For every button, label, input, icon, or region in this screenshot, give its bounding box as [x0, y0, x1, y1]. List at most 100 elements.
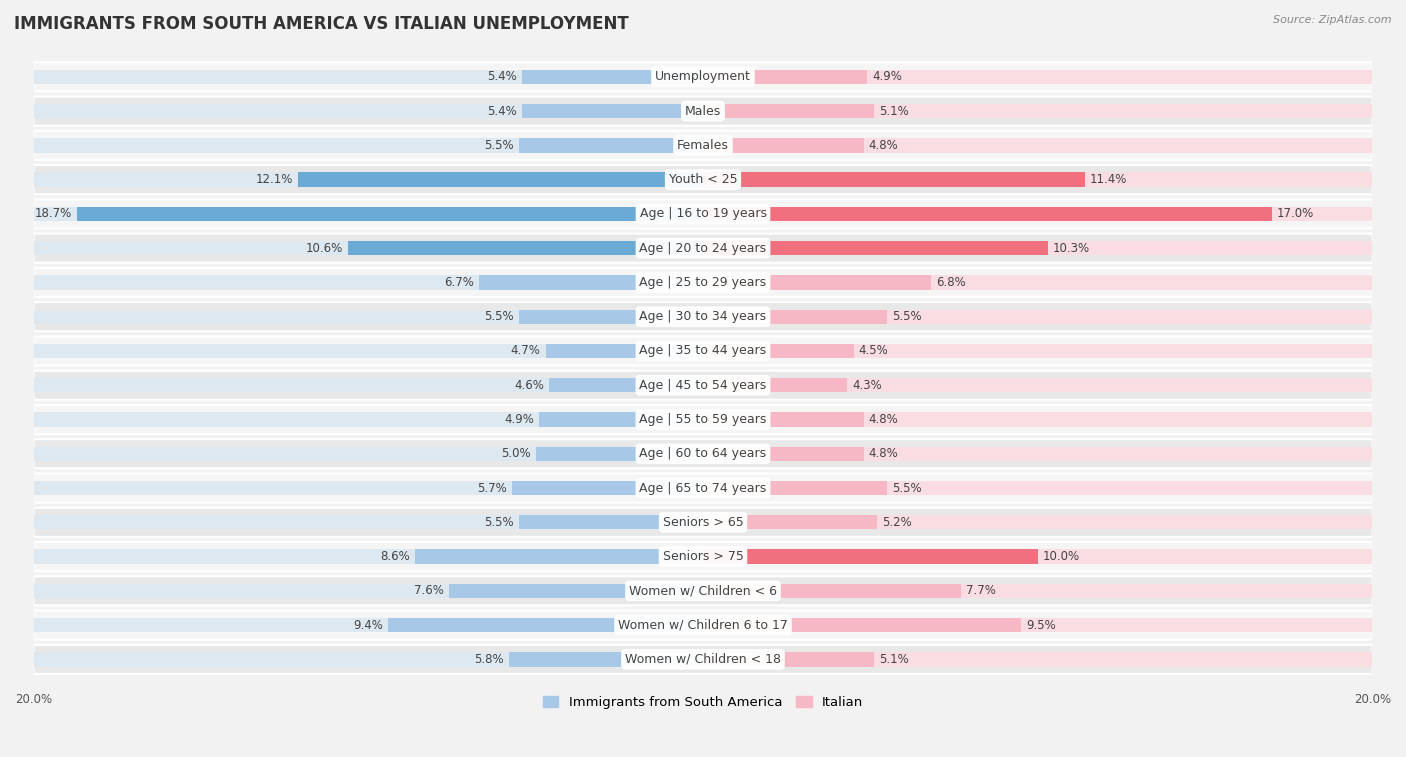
Bar [703, 413, 863, 427]
Bar [34, 276, 703, 290]
FancyBboxPatch shape [34, 234, 1372, 263]
Text: IMMIGRANTS FROM SOUTH AMERICA VS ITALIAN UNEMPLOYMENT: IMMIGRANTS FROM SOUTH AMERICA VS ITALIAN… [14, 15, 628, 33]
FancyBboxPatch shape [34, 165, 1372, 195]
Text: Women w/ Children < 6: Women w/ Children < 6 [628, 584, 778, 597]
Bar [703, 550, 1038, 564]
Bar [703, 139, 1372, 153]
Text: Age | 25 to 29 years: Age | 25 to 29 years [640, 276, 766, 289]
Bar [703, 104, 1372, 118]
Text: 9.5%: 9.5% [1026, 618, 1056, 631]
Bar [509, 653, 703, 667]
FancyBboxPatch shape [34, 371, 1372, 400]
FancyBboxPatch shape [34, 62, 1372, 92]
Text: Age | 55 to 59 years: Age | 55 to 59 years [640, 413, 766, 426]
Bar [703, 310, 1372, 324]
FancyBboxPatch shape [34, 199, 1372, 229]
FancyBboxPatch shape [34, 645, 1372, 674]
Bar [519, 139, 703, 153]
FancyBboxPatch shape [34, 542, 1372, 571]
FancyBboxPatch shape [34, 268, 1372, 297]
Text: Age | 65 to 74 years: Age | 65 to 74 years [640, 481, 766, 494]
Text: 5.7%: 5.7% [478, 481, 508, 494]
Text: 5.5%: 5.5% [484, 516, 513, 529]
Text: 5.4%: 5.4% [488, 104, 517, 117]
Bar [34, 618, 703, 632]
Text: Youth < 25: Youth < 25 [669, 173, 737, 186]
Text: Unemployment: Unemployment [655, 70, 751, 83]
Bar [703, 207, 1272, 221]
Text: 5.5%: 5.5% [893, 481, 922, 494]
Bar [34, 344, 703, 358]
Bar [512, 481, 703, 495]
Text: 8.6%: 8.6% [381, 550, 411, 563]
Bar [703, 276, 931, 290]
FancyBboxPatch shape [34, 508, 1372, 537]
Bar [703, 481, 887, 495]
Bar [34, 139, 703, 153]
Text: 4.8%: 4.8% [869, 413, 898, 426]
Text: 5.2%: 5.2% [882, 516, 912, 529]
Bar [449, 584, 703, 598]
Text: 18.7%: 18.7% [35, 207, 72, 220]
Bar [703, 344, 853, 358]
Text: 5.1%: 5.1% [879, 653, 908, 666]
Text: Age | 30 to 34 years: Age | 30 to 34 years [640, 310, 766, 323]
Bar [519, 310, 703, 324]
Bar [703, 447, 863, 461]
Text: 4.7%: 4.7% [510, 344, 541, 357]
Bar [703, 618, 1372, 632]
Text: 6.7%: 6.7% [444, 276, 474, 289]
FancyBboxPatch shape [34, 473, 1372, 503]
Text: 5.4%: 5.4% [488, 70, 517, 83]
Text: 5.0%: 5.0% [501, 447, 530, 460]
Bar [349, 241, 703, 255]
FancyBboxPatch shape [34, 302, 1372, 332]
Bar [703, 104, 873, 118]
Text: 4.9%: 4.9% [872, 70, 901, 83]
FancyBboxPatch shape [34, 131, 1372, 160]
Text: 4.9%: 4.9% [505, 413, 534, 426]
Bar [703, 515, 877, 529]
Bar [703, 207, 1372, 221]
Text: Age | 20 to 24 years: Age | 20 to 24 years [640, 241, 766, 254]
Bar [703, 618, 1021, 632]
Text: 7.7%: 7.7% [966, 584, 995, 597]
Legend: Immigrants from South America, Italian: Immigrants from South America, Italian [537, 691, 869, 715]
Bar [703, 344, 1372, 358]
Bar [703, 241, 1047, 255]
Bar [703, 310, 887, 324]
Bar [703, 276, 1372, 290]
Text: 9.4%: 9.4% [353, 618, 384, 631]
Text: 4.8%: 4.8% [869, 139, 898, 152]
Bar [34, 584, 703, 598]
Bar [703, 653, 873, 667]
Bar [703, 241, 1372, 255]
Bar [415, 550, 703, 564]
Bar [34, 207, 703, 221]
Text: 4.8%: 4.8% [869, 447, 898, 460]
Bar [77, 207, 703, 221]
Text: 11.4%: 11.4% [1090, 173, 1128, 186]
Bar [538, 413, 703, 427]
Text: 10.3%: 10.3% [1053, 241, 1090, 254]
Text: Females: Females [678, 139, 728, 152]
FancyBboxPatch shape [34, 405, 1372, 434]
FancyBboxPatch shape [34, 97, 1372, 126]
Bar [34, 515, 703, 529]
Bar [548, 378, 703, 392]
Text: 4.6%: 4.6% [515, 378, 544, 391]
Bar [34, 104, 703, 118]
Text: Seniors > 65: Seniors > 65 [662, 516, 744, 529]
Bar [34, 653, 703, 667]
Bar [34, 310, 703, 324]
Text: 6.8%: 6.8% [935, 276, 966, 289]
Bar [703, 70, 868, 84]
Bar [703, 413, 1372, 427]
Text: Source: ZipAtlas.com: Source: ZipAtlas.com [1274, 15, 1392, 25]
Text: Age | 16 to 19 years: Age | 16 to 19 years [640, 207, 766, 220]
Text: 5.5%: 5.5% [484, 139, 513, 152]
Bar [703, 584, 1372, 598]
Text: Males: Males [685, 104, 721, 117]
Bar [34, 241, 703, 255]
Bar [298, 173, 703, 187]
